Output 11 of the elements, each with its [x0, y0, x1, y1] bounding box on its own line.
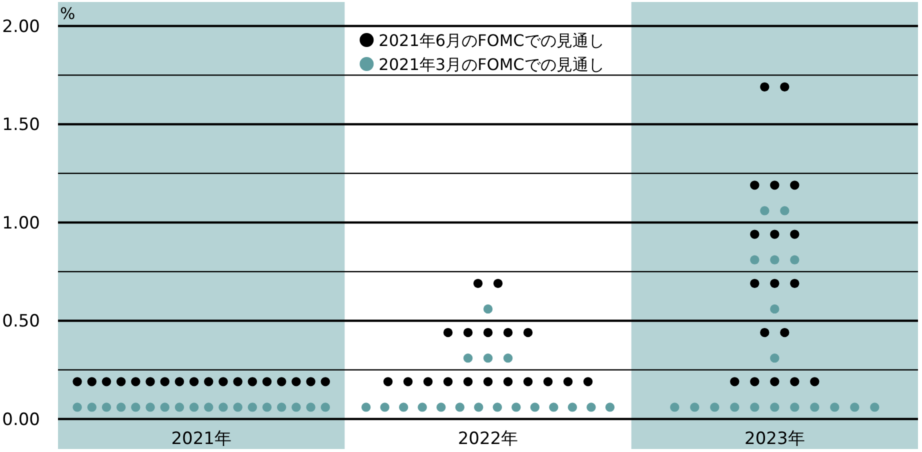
- y-tick-label: 0.00: [2, 410, 40, 430]
- x-tick-label: 2021年: [171, 429, 232, 449]
- legend-label: 2021年3月のFOMCでの見通し: [378, 55, 604, 74]
- y-axis-title: %: [60, 4, 76, 23]
- y-tick-label: 0.50: [2, 312, 40, 332]
- y-tick-label: 1.00: [2, 213, 40, 234]
- x-tick-label: 2023年: [744, 429, 805, 449]
- y-tick-label: 1.50: [2, 115, 40, 136]
- y-tick-label: 2.00: [2, 16, 40, 37]
- legend-label: 2021年6月のFOMCでの見通し: [378, 31, 604, 50]
- x-tick-label: 2022年: [458, 429, 518, 449]
